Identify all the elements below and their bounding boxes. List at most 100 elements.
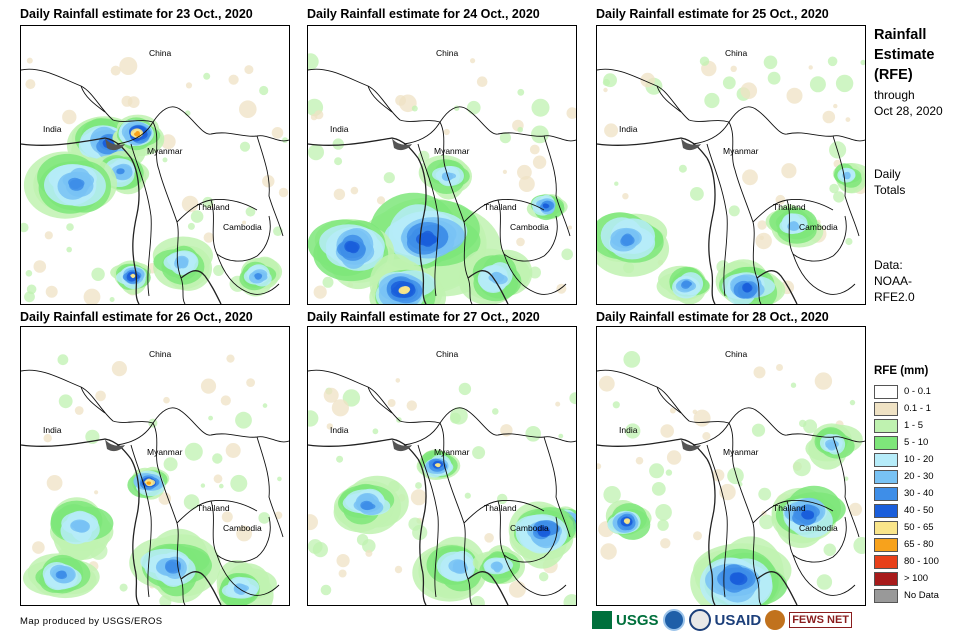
rain-cell	[622, 193, 629, 200]
coastline	[756, 270, 798, 304]
rain-cell	[517, 126, 523, 133]
rain-cell	[190, 210, 204, 223]
china-label: China	[725, 349, 748, 359]
coastline	[130, 458, 140, 570]
side-title: Rainfall Estimate (RFE)	[874, 27, 935, 83]
coastline	[597, 137, 708, 159]
rain-cell	[220, 395, 231, 406]
map-canvas	[21, 57, 289, 304]
rain-cell	[412, 524, 428, 541]
rain-cell	[225, 443, 241, 458]
rain-cell	[158, 492, 171, 505]
coastline	[308, 137, 419, 159]
country-border	[116, 121, 154, 145]
rain-cell	[669, 407, 676, 414]
rain-cell	[848, 502, 862, 516]
country-border	[692, 422, 730, 446]
no-data-area	[681, 439, 701, 452]
legend-item: 0.1 - 1	[874, 400, 939, 417]
rain-cell	[517, 88, 525, 96]
rain-cell	[532, 155, 547, 169]
coastline	[710, 267, 716, 304]
rain-band	[682, 281, 692, 287]
rain-band	[55, 571, 65, 579]
rain-cell	[338, 569, 347, 578]
country-border	[832, 135, 860, 237]
rain-cell	[704, 92, 720, 109]
myanmar-label: Myanmar	[434, 447, 470, 457]
india-label: India	[43, 124, 62, 134]
country-border	[216, 554, 280, 596]
legend-item: No Data	[874, 587, 939, 604]
rain-band	[802, 510, 814, 520]
myanmar-label: Myanmar	[434, 146, 470, 156]
coastline	[706, 157, 716, 269]
coastline	[417, 157, 427, 269]
rain-cell	[415, 482, 422, 489]
rain-cell	[529, 144, 540, 155]
china-label: China	[149, 48, 172, 58]
rain-cell	[245, 206, 256, 217]
rainfall-map-5: China India Myanmar Thailand Cambodia	[307, 326, 577, 606]
india-label: India	[330, 124, 349, 134]
rain-cell	[492, 408, 499, 415]
country-border	[503, 253, 567, 295]
legend-swatch	[874, 418, 898, 433]
rain-cell	[163, 457, 178, 472]
rain-cell	[758, 487, 772, 501]
rain-cell	[274, 511, 283, 520]
rain-cell	[350, 186, 359, 195]
rain-cell	[775, 194, 786, 205]
country-border	[503, 554, 567, 596]
rain-cell	[314, 110, 324, 120]
rain-cell	[43, 434, 52, 443]
china-label: China	[725, 48, 748, 58]
side-daily-totals: Daily Totals	[874, 167, 906, 197]
country-border	[786, 199, 847, 262]
country-border	[656, 85, 682, 113]
legend-swatch	[874, 520, 898, 535]
cambodia-label: Cambodia	[223, 222, 262, 232]
rain-cell	[236, 525, 253, 542]
legend-swatch	[874, 588, 898, 603]
coastline	[597, 438, 708, 460]
rain-cell	[730, 65, 737, 72]
country-border	[706, 143, 728, 297]
rain-cell	[472, 446, 486, 460]
rain-cell	[790, 382, 797, 388]
coastline	[134, 568, 140, 605]
rain-band	[135, 131, 140, 136]
legend-label: 40 - 50	[904, 505, 934, 516]
rain-cell	[213, 474, 223, 484]
rain-cell	[623, 351, 641, 368]
rain-cell	[497, 493, 508, 505]
legend-item: 80 - 100	[874, 553, 939, 570]
rain-band	[344, 240, 357, 253]
rain-cell	[46, 475, 63, 491]
rain-cell	[110, 65, 121, 76]
rain-cell	[410, 489, 427, 506]
rain-cell	[356, 534, 369, 546]
rain-cell	[184, 442, 203, 461]
rain-cell	[44, 231, 53, 240]
rain-cell	[262, 175, 275, 188]
china-label: China	[436, 48, 459, 58]
rain-band	[74, 522, 89, 533]
rain-cell	[853, 537, 865, 554]
coastline	[180, 571, 222, 605]
rain-band	[624, 519, 630, 525]
rain-cell	[598, 375, 615, 392]
india-label: India	[330, 425, 349, 435]
rain-cell	[660, 538, 671, 549]
rain-band	[398, 288, 407, 294]
rain-cell	[833, 103, 838, 109]
rain-cell	[558, 433, 564, 439]
rain-cell	[603, 486, 621, 504]
legend-swatch	[874, 537, 898, 552]
rain-cell	[326, 423, 333, 430]
rain-cell	[767, 71, 781, 85]
rain-cell	[833, 191, 845, 203]
rainfall-map-3: China India Myanmar Thailand Cambodia	[596, 25, 866, 305]
rain-cell	[411, 105, 418, 112]
rain-cell	[262, 403, 268, 408]
